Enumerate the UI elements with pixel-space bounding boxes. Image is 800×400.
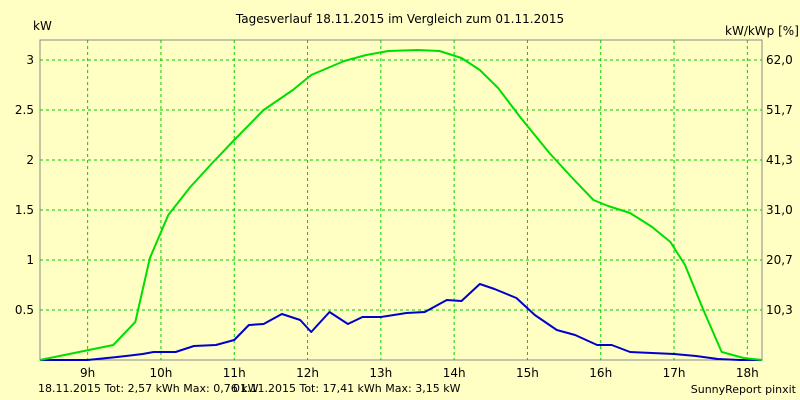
tick-labels: 9h 10h 11h 12h 13h 14h 15h 16h 17h 18h 0.5 1 1.5 2 2.5…: [15, 53, 793, 380]
y-tick-label-left: 1.5: [15, 203, 34, 217]
series-layer: [39, 49, 763, 361]
legend-series-1: 18.11.2015 Tot: 2,57 kWh Max: 0,76 kW: [38, 382, 259, 395]
series-line-1: [40, 283, 762, 361]
x-tick-label: 14h: [443, 366, 466, 380]
y-tick-label-right: 10,3: [766, 303, 793, 317]
plot-area: [39, 39, 763, 361]
y-tick-label-right: 31,0: [766, 203, 793, 217]
x-tick-label: 13h: [369, 366, 392, 380]
legend-series-2: 01.11.2015 Tot: 17,41 kWh Max: 3,15 kW: [233, 382, 461, 395]
x-tick-label: 9h: [80, 366, 95, 380]
y-tick-label-left: 3: [26, 53, 34, 67]
y-axis-right-label: kW/kWp [%]: [725, 24, 799, 38]
x-tick-label: 16h: [589, 366, 612, 380]
credit-text: SunnyReport pinxit: [691, 383, 797, 396]
y-tick-label-left: 2.5: [15, 103, 34, 117]
series-line-2: [39, 49, 763, 361]
y-tick-label-left: 1: [26, 253, 34, 267]
y-tick-label-left: 2: [26, 153, 34, 167]
y-tick-label-right: 41,3: [766, 153, 793, 167]
x-tick-label: 11h: [223, 366, 246, 380]
y-tick-label-right: 51,7: [766, 103, 793, 117]
x-tick-label: 17h: [663, 366, 686, 380]
x-tick-label: 18h: [736, 366, 759, 380]
x-tick-label: 12h: [296, 366, 319, 380]
grid-lines: [40, 40, 762, 360]
chart-title: Tagesverlauf 18.11.2015 im Vergleich zum…: [235, 12, 564, 26]
y-tick-label-right: 20,7: [766, 253, 793, 267]
y-tick-label-left: 0.5: [15, 303, 34, 317]
y-axis-left-label: kW: [33, 19, 52, 33]
x-tick-label: 10h: [150, 366, 173, 380]
y-tick-label-right: 62,0: [766, 53, 793, 67]
x-tick-label: 15h: [516, 366, 539, 380]
